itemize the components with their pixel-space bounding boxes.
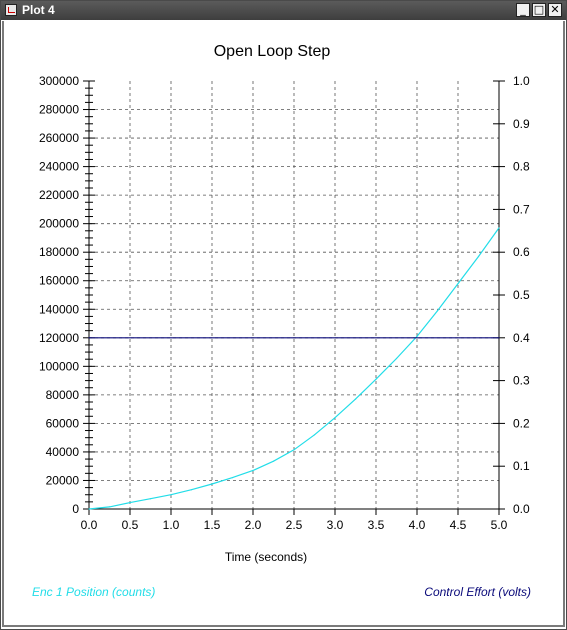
chart-icon	[5, 4, 17, 16]
y-right-tick-label: 0.5	[513, 288, 530, 302]
x-tick-label: 4.0	[409, 518, 426, 532]
data-point	[313, 434, 316, 436]
data-point	[498, 337, 500, 339]
y-right-tick-label: 0.1	[513, 459, 530, 473]
y-left-tick-label: 80000	[46, 388, 80, 402]
data-point	[129, 501, 131, 504]
open-loop-step-chart: Open Loop Step 0.0 0.5 1.0 1.5 2.0 2.5 3.0 3.5 4.…	[32, 43, 531, 599]
y-left-tick-label: 40000	[46, 445, 80, 459]
data-point	[293, 449, 295, 451]
data-point	[108, 506, 111, 508]
y-left-tick-label: 200000	[39, 217, 79, 231]
y-left-tick-label: 0	[72, 502, 79, 516]
y-left-tick-label: 160000	[39, 274, 79, 288]
x-axis-label: Time (seconds)	[225, 550, 307, 564]
data-point	[477, 255, 480, 258]
data-point	[272, 460, 275, 462]
data-point	[231, 477, 234, 479]
y-left-tick-label: 20000	[46, 473, 80, 487]
data-point	[211, 483, 213, 485]
data-point	[334, 417, 336, 419]
y-left-tick-label: 60000	[46, 416, 80, 430]
minimize-button[interactable]: _	[516, 3, 530, 17]
x-tick-label: 3.5	[368, 518, 385, 532]
y-right-tick-label: 0.6	[513, 245, 530, 259]
data-point	[375, 378, 377, 380]
data-point	[190, 489, 193, 491]
data-point	[252, 469, 254, 472]
data-point	[354, 398, 357, 400]
legend-entry-enc-position: Enc 1 Position (counts)	[32, 585, 155, 599]
y-left-tick-label: 140000	[39, 302, 79, 316]
x-tick-label: 2.5	[286, 518, 303, 532]
y-left-tick-label: 280000	[39, 103, 79, 117]
data-point	[149, 498, 152, 500]
plot-area-container: Open Loop Step 0.0 0.5 1.0 1.5 2.0 2.5 3.0 3.5 4.…	[2, 21, 565, 627]
y-left-tick-label: 120000	[39, 331, 79, 345]
y-right-tick-label: 0.0	[513, 502, 530, 516]
x-tick-label: 1.0	[163, 518, 180, 532]
x-tick-label: 1.5	[204, 518, 221, 532]
data-point	[457, 282, 459, 285]
data-point	[436, 310, 439, 312]
y-right-tick-label: 0.2	[513, 416, 530, 430]
data-point	[170, 494, 172, 496]
x-tick-label: 3.0	[327, 518, 344, 532]
y-right-tick-label: 0.4	[513, 331, 530, 345]
data-point	[88, 508, 90, 510]
y-left-tick-label: 100000	[39, 359, 79, 373]
y-left-tick-label: 300000	[39, 74, 79, 88]
y-left-tick-label: 180000	[39, 245, 79, 259]
data-point	[498, 227, 500, 229]
data-point	[88, 337, 90, 339]
data-point	[416, 335, 418, 337]
chart-title: Open Loop Step	[214, 43, 331, 60]
y-left-tick-label: 240000	[39, 160, 79, 174]
x-tick-label: 5.0	[491, 518, 508, 532]
y-right-tick-label: 0.3	[513, 374, 530, 388]
x-tick-label: 0.5	[122, 518, 139, 532]
legend-entry-control-effort: Control Effort (volts)	[424, 585, 531, 599]
close-button[interactable]: ✕	[548, 3, 562, 17]
window-title: Plot 4	[22, 3, 55, 17]
x-tick-label: 2.0	[245, 518, 262, 532]
title-bar[interactable]: Plot 4 _ □ ✕	[1, 1, 566, 20]
x-tick-label: 4.5	[450, 518, 467, 532]
y-left-tick-label: 220000	[39, 188, 79, 202]
y-right-tick-label: 0.7	[513, 202, 530, 216]
y-left-tick-label: 260000	[39, 131, 79, 145]
y-right-tick-label: 0.9	[513, 117, 530, 131]
y-right-tick-label: 1.0	[513, 74, 530, 88]
x-tick-label: 0.0	[81, 518, 98, 532]
y-right-tick-label: 0.8	[513, 160, 530, 174]
data-point	[395, 357, 398, 360]
maximize-button[interactable]: □	[532, 3, 546, 17]
